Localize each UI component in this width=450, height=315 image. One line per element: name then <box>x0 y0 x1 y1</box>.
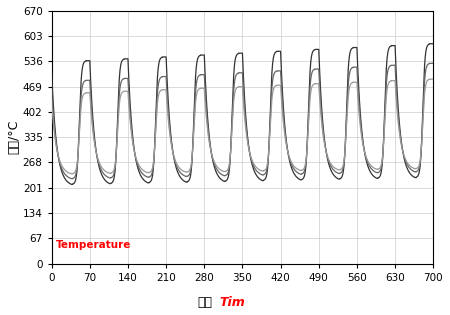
Text: Tim: Tim <box>220 296 245 309</box>
Text: Temperature: Temperature <box>55 240 131 249</box>
Y-axis label: 温度/°C: 温度/°C <box>7 120 20 154</box>
Text: 时间: 时间 <box>197 296 212 309</box>
